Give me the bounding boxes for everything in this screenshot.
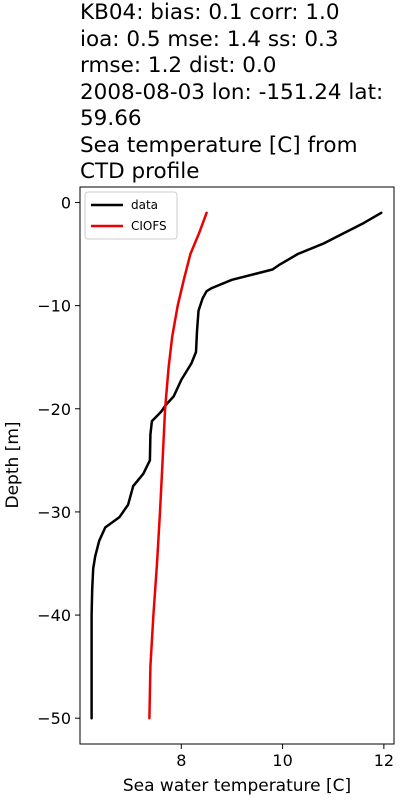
x-tick-label: 8 [176,751,186,770]
x-tick-label: 12 [374,751,394,770]
x-tick-label: 10 [272,751,292,770]
axis-ticks: 8 10 12 0 −10 −20 −30 −40 −50 [37,193,394,770]
title-line: rmse: 1.2 dist: 0.0 [80,53,277,78]
series-lines [90,211,383,720]
chart-title: KB04: bias: 0.1 corr: 1.0 ioa: 0.5 mse: … [80,0,398,186]
title-line: CTD profile [80,159,200,184]
title-line: 59.66 [80,106,142,131]
y-tick-label: 0 [61,193,71,212]
plot-area [79,186,395,745]
y-axis-label: Depth [m] [3,421,23,508]
y-tick-label: −40 [37,606,71,625]
y-tick-label: −10 [37,297,71,316]
series-line-data [90,211,383,720]
y-tick-label: −30 [37,503,71,522]
y-tick-label: −50 [37,709,71,728]
legend-label-ciofs: CIOFS [131,219,167,233]
title-line: ioa: 0.5 mse: 1.4 ss: 0.3 [80,26,339,52]
title-line: KB04: bias: 0.1 corr: 1.0 [80,0,340,25]
legend: data CIOFS [84,191,178,240]
legend-label-data: data [131,198,158,212]
series-line-ciofs [148,211,208,720]
y-tick-label: −20 [37,400,71,419]
title-line: 2008-08-03 lon: -151.24 lat: [80,79,384,105]
title-line: Sea temperature [C] from [80,132,358,158]
x-axis-label: Sea water temperature [C] [123,776,351,796]
